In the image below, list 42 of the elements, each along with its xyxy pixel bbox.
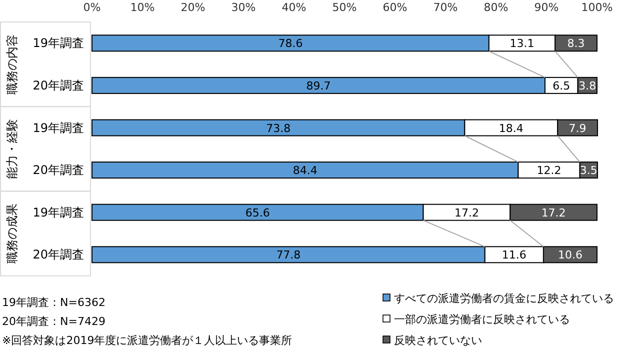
data-label: 6.5 [552,79,570,92]
data-label: 8.3 [567,37,585,50]
legend-label: 一部の派遣労働者に反映されている [394,313,570,326]
text: 能力・経験 [5,118,19,179]
x-tick-label: 80% [484,1,508,14]
data-label: 13.1 [510,37,534,50]
y-tick-label: 19年調査 [32,205,84,220]
data-label: 7.9 [568,122,586,135]
x-tick-label: 100% [581,1,613,14]
data-label: 65.6 [245,206,270,220]
y-tick-label: 20年調査 [32,163,84,178]
y-tick-label: 19年調査 [32,120,84,135]
text: 20年調査：N=7429 [2,315,106,328]
data-label: 17.2 [454,206,479,220]
data-label: 84.4 [292,164,318,178]
y-tick-label: 20年調査 [32,78,84,92]
legend-label: すべての派遣労働者の賃金に反映されている [394,292,614,305]
y-tick-label: 20年調査 [32,248,84,262]
data-label: 12.2 [536,164,562,178]
x-tick-label: 10% [130,1,155,14]
data-label: 78.6 [278,37,303,50]
x-tick-label: 40% [282,1,306,14]
data-label: 10.6 [558,248,582,262]
data-label: 89.7 [306,79,331,92]
y-tick-label: 19年調査 [32,36,84,50]
text: 19年調査：N=6362 [2,296,106,309]
x-tick-label: 20% [180,1,206,14]
data-label: 77.8 [276,248,301,262]
data-label: 18.4 [498,122,524,135]
text: ※回答対象は2019年度に派遣労働者が１人以上いる事業所 [2,334,292,347]
x-tick-label: 50% [332,1,357,14]
text: 職務の内容 [5,34,19,94]
x-tick-label: 30% [231,1,256,14]
data-label: 17.2 [541,206,566,220]
x-tick-label: 60% [382,1,408,14]
legend-label: 反映されていない [394,334,482,347]
data-label: 11.6 [502,248,526,262]
x-tick-label: 70% [433,1,458,14]
data-label: 73.8 [266,122,291,135]
x-tick-label: 90% [534,1,559,14]
text: 職務の成果 [5,204,19,264]
x-tick-label: 0% [83,1,101,14]
